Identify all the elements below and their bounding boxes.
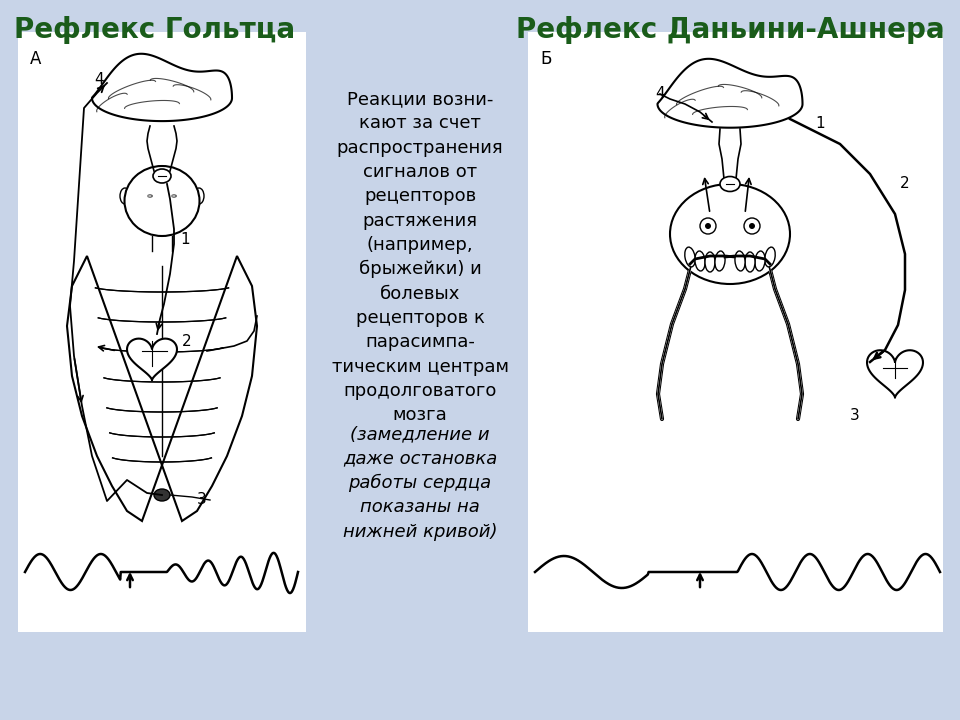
Ellipse shape [765,247,776,267]
Polygon shape [658,59,803,127]
Text: Рефлекс Гольтца: Рефлекс Гольтца [14,16,296,44]
Ellipse shape [670,184,790,284]
Polygon shape [867,350,923,397]
Ellipse shape [125,166,200,236]
Circle shape [749,223,755,229]
Text: Б: Б [540,50,551,68]
Ellipse shape [705,252,715,272]
Polygon shape [92,54,232,121]
Circle shape [700,218,716,234]
Ellipse shape [194,188,204,204]
Text: 1: 1 [815,117,825,132]
Ellipse shape [715,251,725,271]
Circle shape [744,218,760,234]
Ellipse shape [684,247,695,267]
Ellipse shape [720,176,740,192]
Ellipse shape [153,169,171,183]
Text: Рефлекс Даньини-Ашнера: Рефлекс Даньини-Ашнера [516,16,945,44]
Ellipse shape [154,489,170,501]
Ellipse shape [745,252,755,272]
Text: Реакции возни-
кают за счет
распространения
сигналов от
рецепторов
растяжения
(н: Реакции возни- кают за счет распростране… [331,90,509,424]
Text: 3: 3 [850,408,860,423]
FancyBboxPatch shape [18,32,306,632]
Text: 4: 4 [94,73,104,88]
Text: А: А [30,50,41,68]
Ellipse shape [735,251,745,271]
Text: 1: 1 [180,232,190,246]
Polygon shape [67,256,257,521]
Text: 3: 3 [197,492,206,508]
Ellipse shape [695,251,705,271]
Ellipse shape [120,188,130,204]
FancyBboxPatch shape [528,32,943,632]
Ellipse shape [755,251,765,271]
Text: (замедление и
даже остановка
работы сердца
показаны на
нижней кривой): (замедление и даже остановка работы серд… [343,425,497,541]
Text: 2: 2 [900,176,910,192]
Circle shape [705,223,711,229]
Text: 2: 2 [182,333,192,348]
Text: 4: 4 [655,86,664,102]
Polygon shape [127,338,177,380]
